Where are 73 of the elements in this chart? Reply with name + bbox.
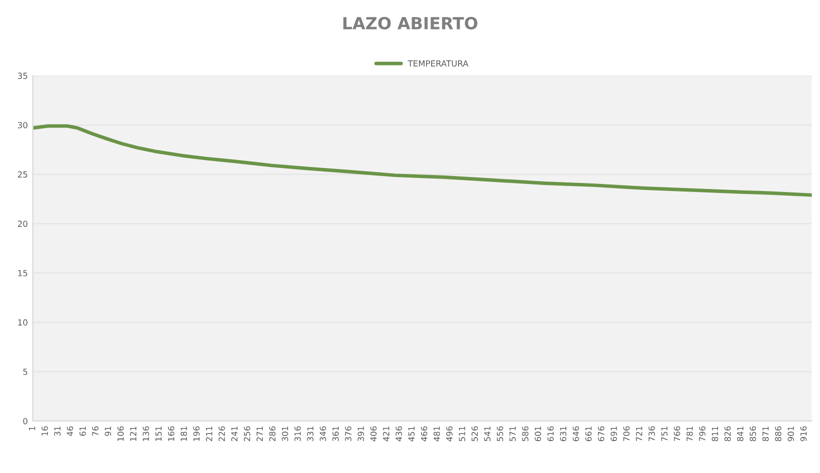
y-tick-label: 25 [18,171,28,178]
x-tick-label: 241 [231,426,238,442]
x-tick-label: 841 [737,426,744,442]
x-tick-label: 856 [750,426,756,442]
x-tick-label: 751 [661,426,668,442]
x-tick-label: 481 [434,426,440,442]
x-tick-label: 196 [193,426,200,441]
x-tick-label: 151 [155,426,162,441]
x-tick-label: 796 [699,426,706,442]
x-tick-label: 226 [218,426,225,442]
x-tick-label: 46 [66,426,74,436]
x-tick-label: 256 [244,426,250,442]
chart-title: LAZO ABIERTO [343,16,478,30]
x-tick-label: 421 [383,426,390,442]
line-series [32,124,812,197]
y-tick-label: 0 [23,418,28,424]
y-tick-label: 20 [18,220,28,227]
x-tick-label: 376 [345,426,352,442]
x-tick-label: 721 [636,426,642,442]
x-tick-label: 916 [800,426,807,442]
x-tick-label: 271 [256,426,263,442]
x-tick-label: 76 [92,426,98,436]
x-tick-label: 736 [648,426,655,442]
x-tick-label: 181 [180,426,187,441]
legend-label: TEMPERATURA [408,60,468,67]
x-tick-label: 121 [130,426,136,441]
x-tick-label: 691 [610,426,617,442]
x-tick-label: 346 [320,426,326,442]
y-tick-label: 30 [18,122,28,128]
x-tick-label: 661 [585,426,592,442]
x-tick-label: 466 [420,426,428,442]
x-tick-label: 541 [484,426,490,442]
x-tick-label: 211 [206,426,212,442]
x-tick-label: 286 [269,426,276,442]
x-tick-label: 316 [294,426,301,442]
x-tick-label: 391 [358,426,364,442]
x-tick-label: 361 [332,426,339,442]
x-tick-label: 616 [547,426,554,442]
x-tick-label: 451 [408,426,415,442]
x-tick-label: 136 [142,426,150,441]
x-tick-label: 631 [560,426,566,442]
x-tick-label: 436 [396,426,402,442]
x-tick-label: 676 [598,426,604,442]
x-tick-label: 871 [762,426,769,442]
x-tick-label: 901 [788,426,794,442]
x-tick-label: 586 [522,426,528,442]
x-tick-label: 526 [472,426,478,442]
x-tick-label: 1 [29,426,36,430]
y-tick-label: 15 [18,270,28,276]
x-tick-label: 31 [54,426,61,436]
x-tick-label: 61 [80,426,86,436]
y-tick-label: 35 [18,72,28,79]
x-tick-label: 511 [458,426,466,442]
x-tick-label: 766 [674,426,680,442]
x-tick-label: 886 [775,426,782,442]
x-tick-label: 91 [104,426,112,436]
x-tick-label: 646 [572,426,579,442]
x-tick-label: 781 [686,426,693,442]
x-tick-label: 16 [42,426,48,436]
x-tick-label: 406 [370,426,377,442]
x-tick-label: 556 [496,426,504,442]
x-tick-label: 166 [168,426,174,441]
x-tick-label: 706 [623,426,630,442]
x-tick-label: 496 [446,426,453,442]
x-tick-label: 571 [510,426,516,442]
y-tick-label: 10 [18,319,28,326]
x-tick-label: 826 [724,426,731,442]
x-tick-label: 331 [307,426,314,442]
y-tick-label: 5 [23,368,28,375]
x-tick-label: 106 [117,426,124,441]
x-tick-label: 601 [534,426,542,442]
x-tick-label: 301 [282,426,288,442]
x-tick-label: 811 [712,426,718,442]
